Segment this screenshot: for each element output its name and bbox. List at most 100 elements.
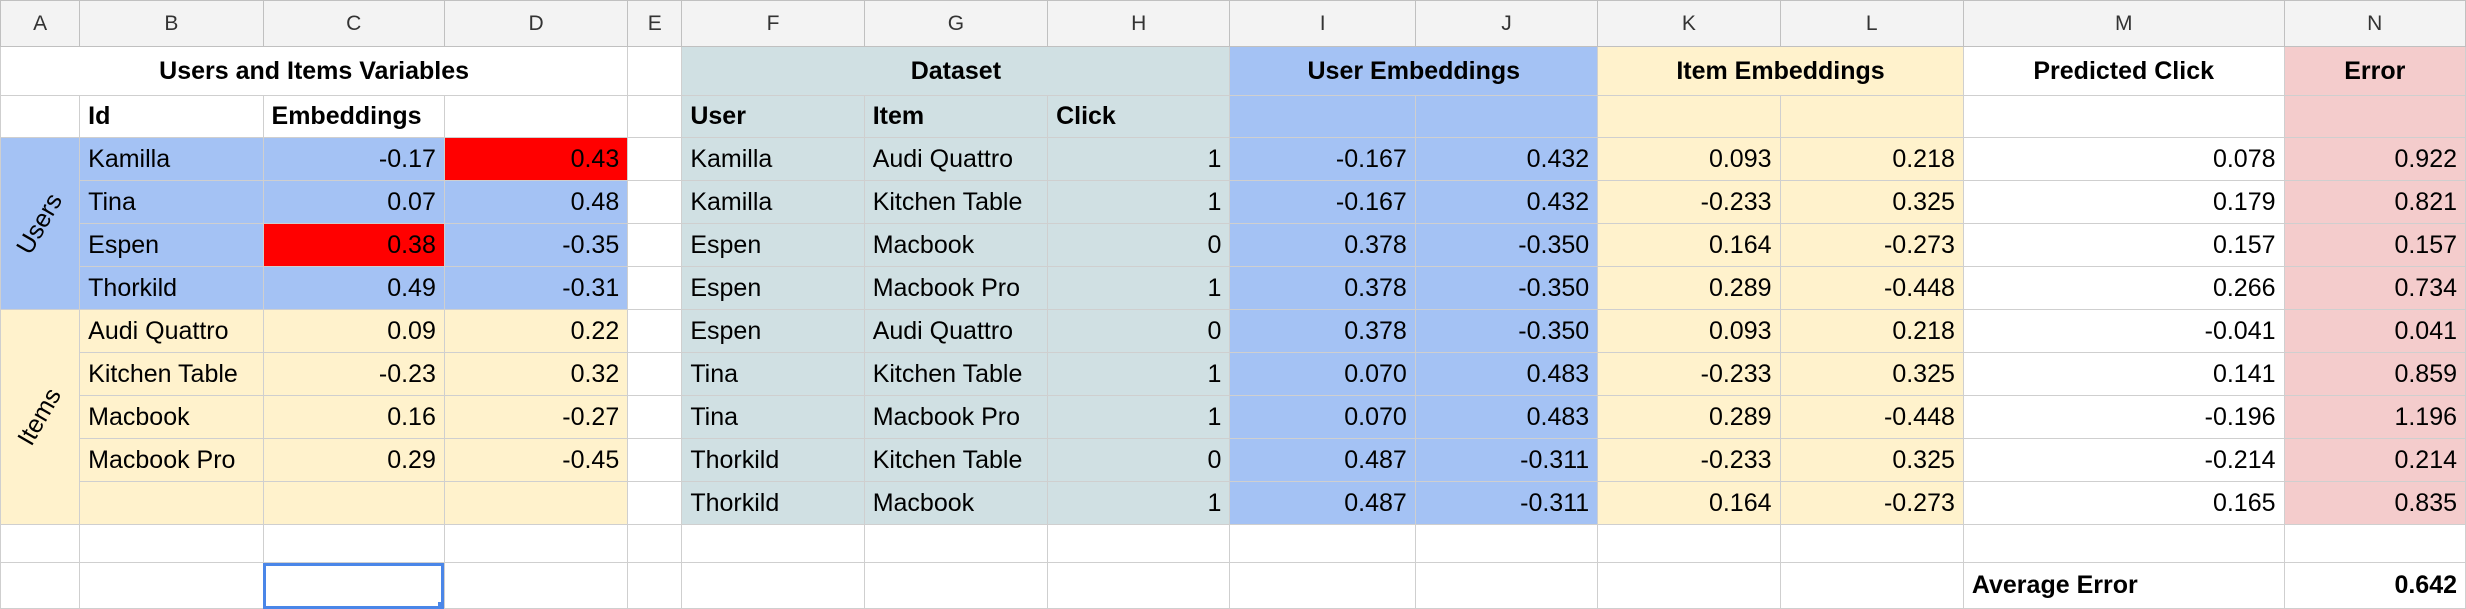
- user-id[interactable]: Kamilla: [79, 137, 264, 181]
- item-id[interactable]: Audi Quattro: [79, 309, 264, 353]
- cell[interactable]: [1779, 524, 1964, 563]
- cell[interactable]: [627, 137, 683, 181]
- item-emb-2[interactable]: 0.218: [1779, 137, 1964, 181]
- error-value[interactable]: 0.041: [2283, 309, 2466, 353]
- item-emb-1[interactable]: 0.093: [1597, 309, 1781, 353]
- user-id[interactable]: Tina: [79, 180, 264, 224]
- user-emb-2[interactable]: -0.350: [1414, 266, 1599, 310]
- user-embedding-2[interactable]: -0.35: [443, 223, 629, 267]
- dataset-click[interactable]: 1: [1047, 352, 1231, 396]
- item-emb-2[interactable]: -0.273: [1779, 223, 1964, 267]
- predicted-click[interactable]: -0.214: [1962, 438, 2285, 482]
- error-value[interactable]: 1.196: [2283, 395, 2466, 439]
- item-emb-1[interactable]: 0.093: [1597, 137, 1781, 181]
- cell[interactable]: [262, 524, 445, 563]
- cell[interactable]: [627, 524, 683, 563]
- cell[interactable]: [627, 309, 683, 353]
- user-emb-1[interactable]: 0.070: [1229, 395, 1416, 439]
- column-header-b[interactable]: B: [79, 0, 264, 47]
- item-emb-2[interactable]: 0.325: [1779, 352, 1964, 396]
- error-value[interactable]: 0.214: [2283, 438, 2466, 482]
- error-value[interactable]: 0.734: [2283, 266, 2466, 310]
- cell[interactable]: [1597, 524, 1781, 563]
- dataset-item[interactable]: Audi Quattro: [863, 309, 1049, 353]
- dataset-item[interactable]: Macbook Pro: [863, 266, 1049, 310]
- user-emb-1[interactable]: -0.167: [1229, 180, 1416, 224]
- item-embedding-2[interactable]: 0.22: [443, 309, 629, 353]
- user-embedding-1[interactable]: 0.49: [262, 266, 445, 310]
- predicted-click[interactable]: 0.179: [1962, 180, 2285, 224]
- cell[interactable]: [79, 562, 264, 609]
- user-emb-2[interactable]: 0.483: [1414, 352, 1599, 396]
- cell[interactable]: [443, 95, 629, 138]
- predicted-click[interactable]: -0.041: [1962, 309, 2285, 353]
- cell[interactable]: [863, 524, 1049, 563]
- user-emb-2[interactable]: -0.350: [1414, 309, 1599, 353]
- average-error-label[interactable]: Average Error: [1962, 562, 2285, 609]
- user-emb-1[interactable]: -0.167: [1229, 137, 1416, 181]
- column-header-h[interactable]: H: [1047, 0, 1231, 47]
- item-emb-2[interactable]: -0.448: [1779, 266, 1964, 310]
- dataset-click[interactable]: 1: [1047, 266, 1231, 310]
- item-emb-1[interactable]: 0.164: [1597, 223, 1781, 267]
- cell[interactable]: [627, 46, 683, 96]
- cell[interactable]: [681, 524, 865, 563]
- cell[interactable]: [443, 524, 629, 563]
- user-emb-2[interactable]: -0.311: [1414, 438, 1599, 482]
- id-header[interactable]: Id: [79, 95, 264, 138]
- item-id[interactable]: Kitchen Table: [79, 352, 264, 396]
- user-embedding-2[interactable]: 0.48: [443, 180, 629, 224]
- cell[interactable]: [79, 524, 264, 563]
- predicted-click[interactable]: -0.196: [1962, 395, 2285, 439]
- dataset-click[interactable]: 1: [1047, 395, 1231, 439]
- cell[interactable]: [863, 562, 1049, 609]
- dataset-item-header[interactable]: Item: [863, 95, 1049, 138]
- item-embedding-1[interactable]: 0.29: [262, 438, 445, 482]
- user-emb-1[interactable]: 0.378: [1229, 266, 1416, 310]
- dataset-item[interactable]: Macbook: [863, 223, 1049, 267]
- cell[interactable]: [1597, 95, 1781, 138]
- cell[interactable]: [1047, 562, 1231, 609]
- user-emb-2[interactable]: -0.350: [1414, 223, 1599, 267]
- cell[interactable]: [1779, 95, 1964, 138]
- dataset-title[interactable]: Dataset: [681, 46, 1231, 96]
- cell[interactable]: [627, 481, 683, 525]
- user-emb-2[interactable]: 0.483: [1414, 395, 1599, 439]
- user-emb-2[interactable]: -0.311: [1414, 481, 1599, 525]
- average-error-value[interactable]: 0.642: [2283, 562, 2466, 609]
- dataset-item[interactable]: Macbook: [863, 481, 1049, 525]
- fill-handle[interactable]: [437, 602, 444, 608]
- cell[interactable]: [0, 524, 81, 563]
- user-emb-1[interactable]: 0.378: [1229, 309, 1416, 353]
- user-embedding-1[interactable]: 0.38: [262, 223, 445, 267]
- item-emb-1[interactable]: -0.233: [1597, 352, 1781, 396]
- cell[interactable]: [627, 223, 683, 267]
- cell[interactable]: [2283, 95, 2466, 138]
- item-emb-1[interactable]: 0.164: [1597, 481, 1781, 525]
- column-header-j[interactable]: J: [1414, 0, 1599, 47]
- column-header-f[interactable]: F: [681, 0, 865, 47]
- user-embedding-2[interactable]: 0.43: [443, 137, 629, 181]
- cell[interactable]: [627, 266, 683, 310]
- user-embedding-1[interactable]: 0.07: [262, 180, 445, 224]
- item-embeddings-title[interactable]: Item Embeddings: [1597, 46, 1964, 96]
- dataset-click[interactable]: 1: [1047, 180, 1231, 224]
- embeddings-header[interactable]: Embeddings: [262, 95, 445, 138]
- column-header-c[interactable]: C: [262, 0, 445, 47]
- user-embeddings-title[interactable]: User Embeddings: [1229, 46, 1599, 96]
- column-header-i[interactable]: I: [1229, 0, 1416, 47]
- predicted-click[interactable]: 0.266: [1962, 266, 2285, 310]
- user-emb-1[interactable]: 0.487: [1229, 481, 1416, 525]
- cell[interactable]: [1414, 562, 1599, 609]
- cell[interactable]: [627, 180, 683, 224]
- item-emb-2[interactable]: 0.218: [1779, 309, 1964, 353]
- dataset-user-header[interactable]: User: [681, 95, 865, 138]
- cell[interactable]: [1779, 562, 1964, 609]
- dataset-item[interactable]: Macbook Pro: [863, 395, 1049, 439]
- user-emb-1[interactable]: 0.487: [1229, 438, 1416, 482]
- item-embedding-1[interactable]: 0.09: [262, 309, 445, 353]
- user-embedding-2[interactable]: -0.31: [443, 266, 629, 310]
- cell[interactable]: [1047, 524, 1231, 563]
- predicted-click-title[interactable]: Predicted Click: [1962, 46, 2285, 96]
- user-embedding-1[interactable]: -0.17: [262, 137, 445, 181]
